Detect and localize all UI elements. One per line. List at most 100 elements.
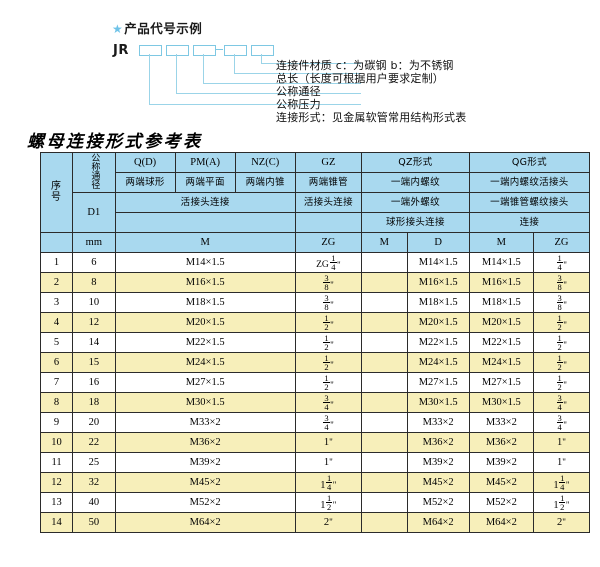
cell-qz-d: M30×1.5 <box>406 392 470 413</box>
cell-seq: 11 <box>39 452 74 473</box>
cell-nominal-bore: 6 <box>72 252 116 273</box>
cell-seq: 2 <box>39 272 74 293</box>
cell-qz-m <box>361 492 408 513</box>
cell-gz-zg: 1 2 " <box>294 372 363 393</box>
header-code-qg: QG形式 <box>468 152 591 173</box>
cell-nominal-bore: 12 <box>72 312 116 333</box>
cell-qz-d: M36×2 <box>406 432 470 453</box>
header-code-nzc: NZ(C) <box>234 152 296 173</box>
table-row: 12 32 M45×2 1 1 4 " M45×2 M45×2 1 1 4 " <box>39 472 591 493</box>
cell-qg-zg: 1 4 " <box>532 252 591 273</box>
cell-qz-d: M64×2 <box>406 512 470 533</box>
cell-gz-zg: 1 1 4 " <box>294 472 363 493</box>
cell-qz-m <box>361 272 408 293</box>
cell-qz-d: M16×1.5 <box>406 272 470 293</box>
cell-qg-zg: 2" <box>532 512 591 533</box>
cell-thread-m: M20×1.5 <box>114 312 296 333</box>
cell-gz-zg: 1 2 " <box>294 332 363 353</box>
table-row: 7 16 M27×1.5 1 2 " M27×1.5 M27×1.5 1 2 " <box>39 372 591 393</box>
cell-thread-m: M18×1.5 <box>114 292 296 313</box>
cell-qg-m: M14×1.5 <box>468 252 534 273</box>
cell-gz-zg: 3 8 " <box>294 292 363 313</box>
cell-qg-zg: 1" <box>532 432 591 453</box>
header-ball-joint-qz: 球形接头连接 <box>361 212 470 233</box>
code-diagram-title-text: 产品代号示例 <box>124 21 203 36</box>
cell-qg-zg: 1" <box>532 452 591 473</box>
cell-qg-m: M33×2 <box>468 412 534 433</box>
nut-connection-spec-table: 序 号 公称通径 Q(D) PM(A) NZ(C) GZ QZ形式 QG形式 两… <box>39 152 591 533</box>
leader-line-connection-v <box>149 54 151 105</box>
table-row: 10 22 M36×2 1" M36×2 M36×2 1" <box>39 432 591 453</box>
cell-qz-d: M45×2 <box>406 472 470 493</box>
header-unit-qg-zg: ZG <box>532 232 591 253</box>
cell-qg-m: M45×2 <box>468 472 534 493</box>
code-diagram-title: ★产品代号示例 <box>112 18 202 37</box>
header-ball-joint-qg: 连接 <box>468 212 591 233</box>
cell-thread-m: M36×2 <box>114 432 296 453</box>
cell-thread-m: M64×2 <box>114 512 296 533</box>
cell-seq: 5 <box>39 332 74 353</box>
leader-line-length-h <box>234 73 361 75</box>
cell-gz-zg: 1 2 " <box>294 312 363 333</box>
leader-line-material-v <box>261 54 263 64</box>
cell-qg-m: M22×1.5 <box>468 332 534 353</box>
cell-qg-zg: 1 2 " <box>532 352 591 373</box>
header-blank-qpmnz <box>114 212 296 233</box>
header-nominal-bore-text: 公称通径 <box>89 152 100 189</box>
header-union-connection-gz: 活接头连接 <box>294 192 363 213</box>
header-row-codes: 序 号 公称通径 Q(D) PM(A) NZ(C) GZ QZ形式 QG形式 <box>39 152 591 233</box>
table-row: 5 14 M22×1.5 1 2 " M22×1.5 M22×1.5 1 2 " <box>39 332 591 353</box>
header-code-pma: PM(A) <box>174 152 236 173</box>
annotation-material: 连接件材质 c：为碳钢 b：为不锈钢 <box>276 59 454 72</box>
header-unit-m-span: M <box>114 232 296 253</box>
cell-qz-d: M52×2 <box>406 492 470 513</box>
header-seq: 序 号 <box>39 152 74 233</box>
cell-qz-m <box>361 392 408 413</box>
header-unit-mm: mm <box>72 232 116 253</box>
cell-thread-m: M27×1.5 <box>114 372 296 393</box>
cell-seq: 7 <box>39 372 74 393</box>
cell-nominal-bore: 20 <box>72 412 116 433</box>
cell-nominal-bore: 32 <box>72 472 116 493</box>
leader-line-pressure-h <box>176 93 361 95</box>
cell-qg-m: M16×1.5 <box>468 272 534 293</box>
cell-qz-d: M24×1.5 <box>406 352 470 373</box>
cell-nominal-bore: 8 <box>72 272 116 293</box>
annotation-nominal-pressure: 公称压力 <box>276 98 321 111</box>
leader-line-bore-v <box>203 54 205 84</box>
header-unit-qz-m: M <box>361 232 408 253</box>
annotation-connection-form: 连接形式：见金属软管常用结构形式表 <box>276 111 467 124</box>
cell-qz-m <box>361 472 408 493</box>
cell-thread-m: M39×2 <box>114 452 296 473</box>
cell-gz-zg: 3 4 " <box>294 412 363 433</box>
header-code-qd: Q(D) <box>114 152 176 173</box>
table-row: 2 8 M16×1.5 3 8 " M16×1.5 M16×1.5 3 8 " <box>39 272 591 293</box>
code-box-1 <box>139 45 162 56</box>
cell-seq: 8 <box>39 392 74 413</box>
header-seq-line1: 序 <box>51 181 63 192</box>
header-row-desc3: 球形接头连接 连接 <box>41 212 591 233</box>
header-code-gz: GZ <box>294 152 363 173</box>
table-row: 3 10 M18×1.5 3 8 " M18×1.5 M18×1.5 3 8 " <box>39 292 591 313</box>
cell-thread-m: M52×2 <box>114 492 296 513</box>
cell-nominal-bore: 25 <box>72 452 116 473</box>
cell-qz-d: M22×1.5 <box>406 332 470 353</box>
cell-qg-zg: 1 2 " <box>532 312 591 333</box>
cell-qz-d: M39×2 <box>406 452 470 473</box>
cell-qg-m: M52×2 <box>468 492 534 513</box>
cell-gz-zg: 1" <box>294 452 363 473</box>
cell-qz-m <box>361 312 408 333</box>
cell-thread-m: M45×2 <box>114 472 296 493</box>
table-header: 序 号 公称通径 Q(D) PM(A) NZ(C) GZ QZ形式 QG形式 两… <box>39 152 591 253</box>
code-box-2 <box>166 45 189 56</box>
cell-qg-zg: 1 1 2 " <box>532 492 591 513</box>
header-blank-gz <box>294 212 363 233</box>
cell-qz-m <box>361 352 408 373</box>
table-row: 9 20 M33×2 3 4 " M33×2 M33×2 3 4 " <box>39 412 591 433</box>
cell-thread-m: M14×1.5 <box>114 252 296 273</box>
header-desc-gz: 两端锥管 <box>294 172 363 193</box>
cell-qz-m <box>361 372 408 393</box>
header-unit-qg-m: M <box>468 232 534 253</box>
header-desc-qz: 一端内螺纹 <box>361 172 470 193</box>
cell-qz-m <box>361 332 408 353</box>
